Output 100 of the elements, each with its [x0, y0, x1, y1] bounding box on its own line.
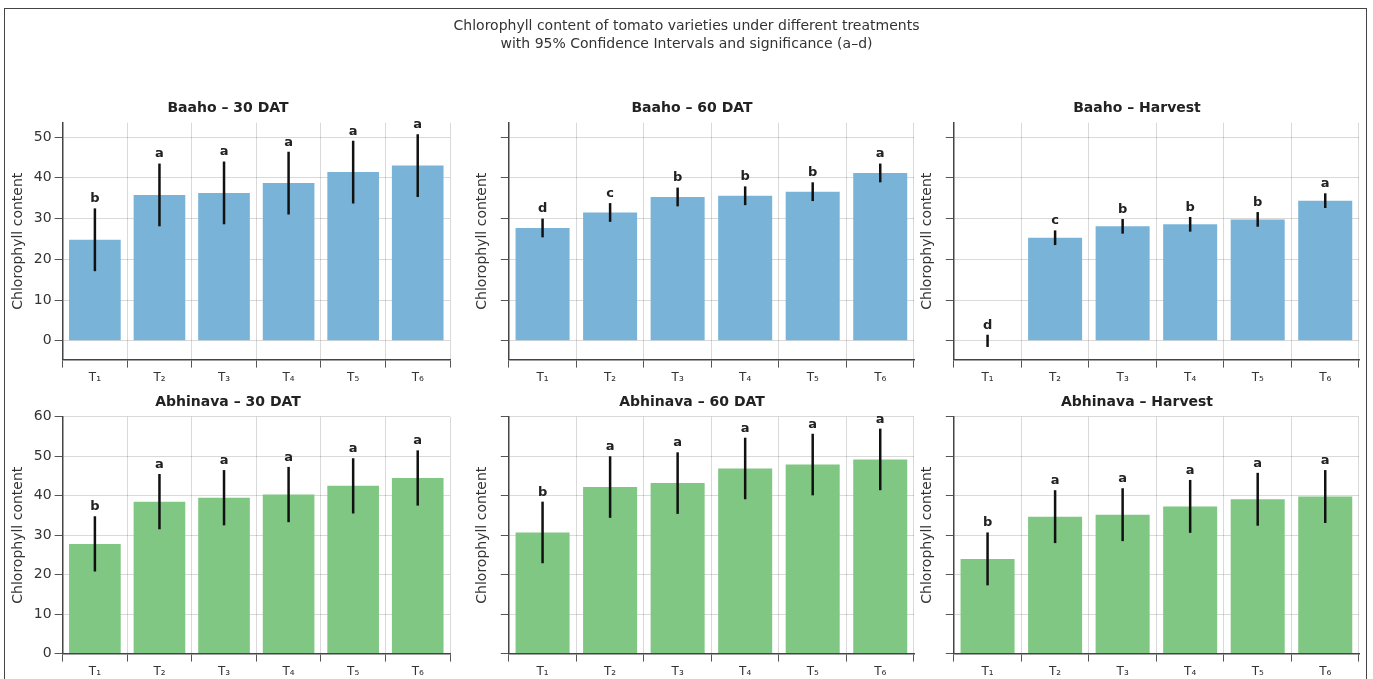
x-tick-label: T₆ [873, 369, 887, 384]
chart-title: Abhinava – 30 DAT [155, 393, 302, 410]
annotation: b [537, 483, 548, 499]
chart-title: Abhinava – Harvest [1060, 393, 1214, 410]
x-tick-label: T₁ [87, 663, 102, 678]
x-tick-label: T₂ [152, 663, 166, 678]
bar [262, 494, 315, 654]
bar [1298, 496, 1353, 654]
bar [853, 459, 908, 654]
bar [69, 543, 121, 654]
x-tick-label: T₅ [805, 663, 819, 678]
bar [1163, 506, 1218, 654]
annotation: a [1185, 461, 1195, 477]
bar [785, 464, 840, 654]
annotation: a [740, 419, 750, 435]
x-tick-label: T₆ [1318, 663, 1332, 678]
x-tick-label: T₃ [1115, 369, 1129, 384]
x-tick-label: T₅ [346, 369, 360, 384]
bar [198, 497, 250, 654]
bar [391, 477, 444, 654]
annotation: a [348, 440, 358, 456]
y-tick-label: 30 [33, 209, 52, 226]
x-tick-label: T₅ [1250, 369, 1264, 384]
y-tick-label: 0 [42, 644, 52, 661]
bar [1163, 224, 1218, 341]
annotation: c [1051, 212, 1059, 228]
annotation: a [808, 415, 818, 431]
bar [785, 191, 840, 341]
y-tick-label: 60 [33, 407, 52, 424]
annotation: b [1253, 193, 1263, 209]
x-tick-label: T₆ [1318, 369, 1332, 384]
bar [718, 195, 773, 341]
x-tick-label: T₁ [980, 369, 994, 384]
bar [198, 192, 250, 341]
annotation: a [1320, 451, 1330, 467]
y-axis-title: Chlorophyll content [9, 466, 26, 604]
x-tick-label: T₂ [603, 663, 617, 678]
y-tick-label: 40 [33, 486, 52, 503]
annotation: a [605, 438, 615, 454]
annotation: b [672, 169, 683, 185]
y-tick-label: 50 [33, 446, 52, 463]
bar [583, 487, 638, 654]
annotation: a [155, 145, 164, 161]
annotation: b [808, 164, 818, 180]
bar [1230, 219, 1285, 341]
x-tick-label: T₅ [346, 663, 360, 678]
x-tick-label: T₂ [603, 369, 617, 384]
annotation: a [284, 133, 293, 149]
y-tick-label: 20 [33, 565, 52, 582]
x-tick-label: T₁ [87, 369, 102, 384]
y-tick-label: 40 [33, 168, 52, 185]
x-tick-label: T₃ [670, 369, 684, 384]
bar [1028, 237, 1083, 341]
bar [960, 558, 1015, 654]
chart-title: Baaho – 60 DAT [631, 99, 754, 116]
annotation: b [1185, 198, 1195, 214]
annotation: a [875, 410, 885, 426]
x-tick-label: T₂ [1048, 663, 1062, 678]
bar [1095, 514, 1150, 654]
text: Chlorophyll content of tomato varieties under different treatments with 95% Confidence Intervals and significance (a–d) [452, 16, 921, 52]
bar [1298, 200, 1353, 341]
annotation: a [673, 434, 683, 450]
bar [650, 196, 705, 341]
annotation: b [90, 498, 100, 514]
x-tick-label: T₆ [873, 663, 887, 678]
x-tick-label: T₅ [1250, 663, 1264, 678]
annotation: a [1118, 470, 1128, 486]
annotation: b [740, 168, 750, 184]
annotation: b [90, 190, 100, 206]
x-tick-label: T₆ [410, 663, 424, 678]
y-axis-title: Chlorophyll content [473, 172, 490, 310]
y-tick-label: 10 [33, 604, 52, 621]
annotation: a [1253, 454, 1263, 470]
x-tick-label: T₄ [738, 663, 752, 678]
annotation: a [219, 143, 229, 159]
bar [133, 194, 186, 341]
x-tick-label: T₁ [980, 663, 994, 678]
bar [583, 212, 638, 341]
bar [391, 165, 444, 341]
annotation: a [1320, 175, 1330, 191]
annotation: a [284, 448, 293, 464]
x-tick-label: T₄ [1183, 369, 1197, 384]
chart-title: Abhinava – 60 DAT [619, 393, 766, 410]
bar [718, 468, 773, 654]
bar [1095, 226, 1150, 341]
y-axis-title: Chlorophyll content [918, 172, 935, 310]
y-tick-label: 20 [33, 249, 52, 266]
x-tick-label: T₂ [1048, 369, 1062, 384]
annotation: a [155, 455, 164, 471]
x-tick-label: T₄ [281, 369, 295, 384]
y-tick-label: 30 [33, 525, 52, 542]
x-tick-label: T₄ [281, 663, 295, 678]
y-axis-title: Chlorophyll content [9, 172, 26, 310]
annotation: d [982, 316, 993, 332]
annotation: a [1050, 472, 1060, 488]
bar [69, 239, 121, 341]
x-tick-label: T₃ [216, 663, 231, 678]
bar [327, 172, 379, 341]
bar [515, 227, 570, 341]
x-tick-label: T₁ [535, 369, 549, 384]
